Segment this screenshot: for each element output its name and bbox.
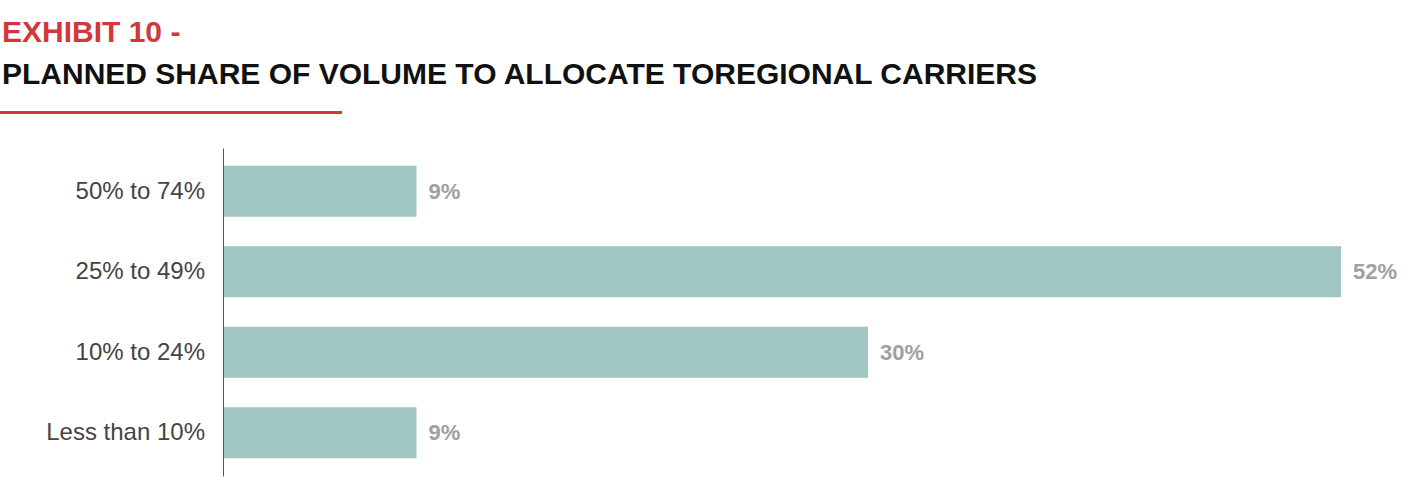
bar — [223, 246, 1341, 297]
subtitle: PLANNED SHARE OF VOLUME TO ALLOCATE TORE… — [2, 57, 1037, 90]
tick-label: 10% to 24% — [76, 338, 205, 365]
bar — [223, 327, 868, 378]
tick: 50% to 74% — [76, 177, 223, 204]
bar — [223, 166, 417, 217]
data-label: 52% — [1353, 259, 1397, 284]
tick: 10% to 24% — [76, 338, 223, 365]
data-labels: 9% 52% 30% 9% — [429, 179, 1398, 446]
tick-label: 50% to 74% — [76, 177, 205, 204]
data-label: 9% — [429, 179, 461, 204]
bar — [223, 407, 417, 458]
axis-line — [223, 149, 224, 477]
tick-label: Less than 10% — [46, 418, 205, 445]
data-label: 9% — [429, 420, 461, 445]
tick-label: 25% to 49% — [76, 257, 205, 284]
bars — [223, 166, 1341, 459]
data-label: 30% — [880, 340, 924, 365]
tick: 25% to 49% — [76, 257, 223, 284]
tick: Less than 10% — [46, 418, 223, 445]
chart: EXHIBIT 10 - PLANNED SHARE OF VOLUME TO A… — [0, 0, 1419, 489]
y-axis: 50% to 74% 25% to 49% 10% to 24% Less than … — [46, 149, 223, 477]
title-underline — [0, 111, 342, 114]
title: EXHIBIT 10 - — [2, 15, 180, 48]
